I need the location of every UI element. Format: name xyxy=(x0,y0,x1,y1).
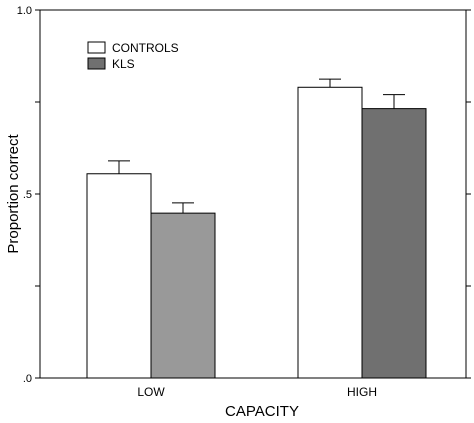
bar-controls-high xyxy=(298,87,362,378)
x-tick-label-high: HIGH xyxy=(347,385,377,399)
legend-swatch-controls xyxy=(88,42,105,53)
x-tick-label-low: LOW xyxy=(137,385,165,399)
legend-swatch-kls xyxy=(88,58,105,69)
bar-kls-high xyxy=(362,109,426,378)
y-tick-label: .5 xyxy=(23,189,32,201)
bar-controls-low xyxy=(87,174,151,378)
x-axis-label: CAPACITY xyxy=(225,403,299,420)
y-tick-label: .0 xyxy=(23,373,32,385)
legend-label-kls: KLS xyxy=(112,57,135,71)
legend-label-controls: CONTROLS xyxy=(112,41,179,55)
x-axis-tick-labels: LOW HIGH xyxy=(137,385,377,399)
y-axis-label: Proportion correct xyxy=(5,134,22,254)
bars xyxy=(87,87,426,378)
y-tick-label: 1.0 xyxy=(17,5,32,17)
legend: CONTROLS KLS xyxy=(88,41,179,71)
bar-kls-low xyxy=(151,213,215,378)
